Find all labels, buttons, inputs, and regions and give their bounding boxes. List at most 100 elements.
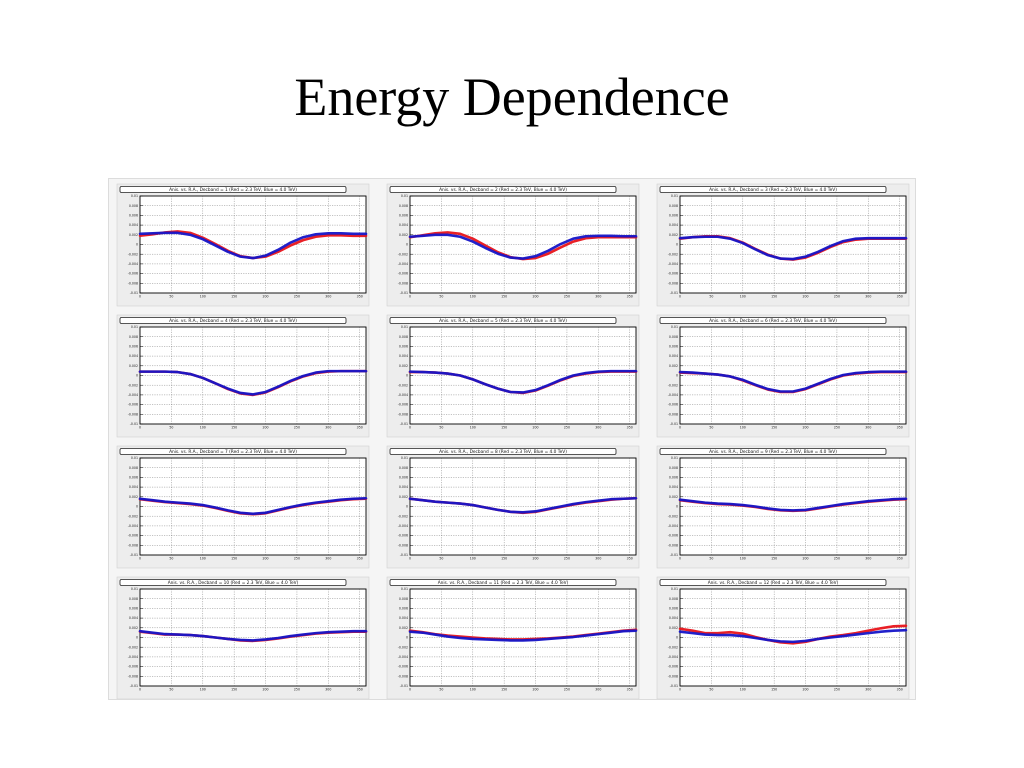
y-tick-label: 0 <box>676 374 678 378</box>
series-line-blue <box>408 369 638 394</box>
y-tick-label: -0.006 <box>668 665 678 669</box>
y-tick-label: 0 <box>136 243 138 247</box>
y-tick-label: -0.004 <box>398 524 408 528</box>
x-tick-label: 200 <box>263 557 269 561</box>
chart-panel-4: Anis. vs. R.A., Decband = 4 (Red = 2.3 T… <box>116 314 370 438</box>
y-tick-label: 0.008 <box>669 597 678 601</box>
y-tick-label: 0.008 <box>399 335 408 339</box>
y-tick-label: -0.002 <box>668 645 678 649</box>
y-tick-label: 0.004 <box>399 616 408 620</box>
x-tick-label: 350 <box>627 557 633 561</box>
y-tick-label: -0.002 <box>398 645 408 649</box>
x-tick-label: 50 <box>709 688 713 692</box>
x-tick-label: 50 <box>709 426 713 430</box>
x-tick-label: 0 <box>409 688 411 692</box>
x-tick-label: 300 <box>325 557 331 561</box>
figure-panel: Anis. vs. R.A., Decband = 1 (Red = 2.3 T… <box>108 178 916 700</box>
x-tick-label: 0 <box>139 295 141 299</box>
x-tick-label: 200 <box>803 295 809 299</box>
y-tick-label: 0.01 <box>671 587 678 591</box>
y-tick-label: 0 <box>136 374 138 378</box>
x-tick-label: 100 <box>740 688 746 692</box>
y-tick-label: 0 <box>406 243 408 247</box>
y-tick-label: -0.008 <box>128 674 138 678</box>
panel-title-box <box>659 579 887 586</box>
panel-title: Anis. vs. R.A., Decband = 2 (Red = 2.3 T… <box>439 187 567 193</box>
small-multiples-grid: Anis. vs. R.A., Decband = 1 (Red = 2.3 T… <box>116 183 910 699</box>
x-tick-label: 0 <box>679 557 681 561</box>
y-tick-label: -0.008 <box>128 281 138 285</box>
x-tick-label: 50 <box>709 295 713 299</box>
y-tick-label: 0.004 <box>669 354 678 358</box>
y-tick-label: 0.002 <box>669 626 678 630</box>
panel-title: Anis. vs. R.A., Decband = 4 (Red = 2.3 T… <box>169 318 297 324</box>
chart-panel-6: Anis. vs. R.A., Decband = 6 (Red = 2.3 T… <box>656 314 910 438</box>
x-tick-label: 350 <box>897 426 903 430</box>
y-tick-label: -0.008 <box>668 281 678 285</box>
y-tick-label: -0.002 <box>668 383 678 387</box>
x-tick-label: 200 <box>533 295 539 299</box>
y-tick-label: 0 <box>676 505 678 509</box>
x-tick-label: 200 <box>263 295 269 299</box>
chart-panel-12: Anis. vs. R.A., Decband = 12 (Red = 2.3 … <box>656 576 910 699</box>
y-tick-label: 0 <box>676 636 678 640</box>
x-tick-label: 300 <box>325 295 331 299</box>
y-tick-label: -0.01 <box>130 553 138 557</box>
y-tick-label: -0.01 <box>400 553 408 557</box>
y-tick-label: -0.01 <box>130 684 138 688</box>
x-tick-label: 0 <box>679 426 681 430</box>
chart-panel-11: Anis. vs. R.A., Decband = 11 (Red = 2.3 … <box>386 576 640 699</box>
y-tick-label: 0.008 <box>129 597 138 601</box>
panel-title-box <box>119 317 347 324</box>
panel-title: Anis. vs. R.A., Decband = 6 (Red = 2.3 T… <box>709 318 837 324</box>
x-tick-label: 150 <box>771 688 777 692</box>
x-tick-label: 250 <box>834 557 840 561</box>
x-tick-label: 100 <box>740 557 746 561</box>
y-tick-label: 0 <box>406 636 408 640</box>
x-tick-label: 300 <box>865 557 871 561</box>
x-tick-label: 150 <box>231 295 237 299</box>
x-tick-label: 200 <box>803 426 809 430</box>
panel-title-box <box>659 317 887 324</box>
x-tick-label: 150 <box>501 295 507 299</box>
y-tick-label: -0.006 <box>668 272 678 276</box>
y-tick-label: 0.01 <box>671 194 678 198</box>
panel-title-box <box>659 186 887 193</box>
x-tick-label: 250 <box>294 557 300 561</box>
y-tick-label: 0.002 <box>399 495 408 499</box>
y-tick-label: -0.008 <box>128 543 138 547</box>
series-line-blue <box>408 233 638 260</box>
x-tick-label: 150 <box>501 688 507 692</box>
x-tick-label: 300 <box>865 426 871 430</box>
x-tick-label: 100 <box>200 557 206 561</box>
series-line-blue <box>678 497 908 512</box>
y-tick-label: -0.002 <box>668 514 678 518</box>
x-tick-label: 300 <box>865 295 871 299</box>
y-tick-label: 0.002 <box>129 364 138 368</box>
y-tick-label: -0.01 <box>670 684 678 688</box>
panel-title: Anis. vs. R.A., Decband = 5 (Red = 2.3 T… <box>439 318 567 324</box>
series-line-blue <box>138 369 368 396</box>
y-tick-label: -0.002 <box>128 645 138 649</box>
y-tick-label: -0.008 <box>398 412 408 416</box>
y-tick-label: 0.006 <box>669 214 678 218</box>
y-tick-label: 0.01 <box>131 587 138 591</box>
y-tick-label: -0.006 <box>398 534 408 538</box>
x-tick-label: 100 <box>470 295 476 299</box>
x-tick-label: 250 <box>294 295 300 299</box>
chart-panel-2: Anis. vs. R.A., Decband = 2 (Red = 2.3 T… <box>386 183 640 307</box>
series-line-blue <box>138 629 368 642</box>
y-tick-label: 0.006 <box>399 476 408 480</box>
x-tick-label: 200 <box>533 688 539 692</box>
x-tick-label: 0 <box>139 688 141 692</box>
x-tick-label: 350 <box>357 557 363 561</box>
x-tick-label: 0 <box>409 426 411 430</box>
x-tick-label: 350 <box>357 688 363 692</box>
panel-title-box <box>119 186 347 193</box>
x-tick-label: 250 <box>564 557 570 561</box>
series-line-blue <box>408 629 638 642</box>
x-tick-label: 300 <box>865 688 871 692</box>
x-tick-label: 350 <box>897 688 903 692</box>
x-tick-label: 250 <box>564 426 570 430</box>
y-tick-label: 0.01 <box>131 194 138 198</box>
